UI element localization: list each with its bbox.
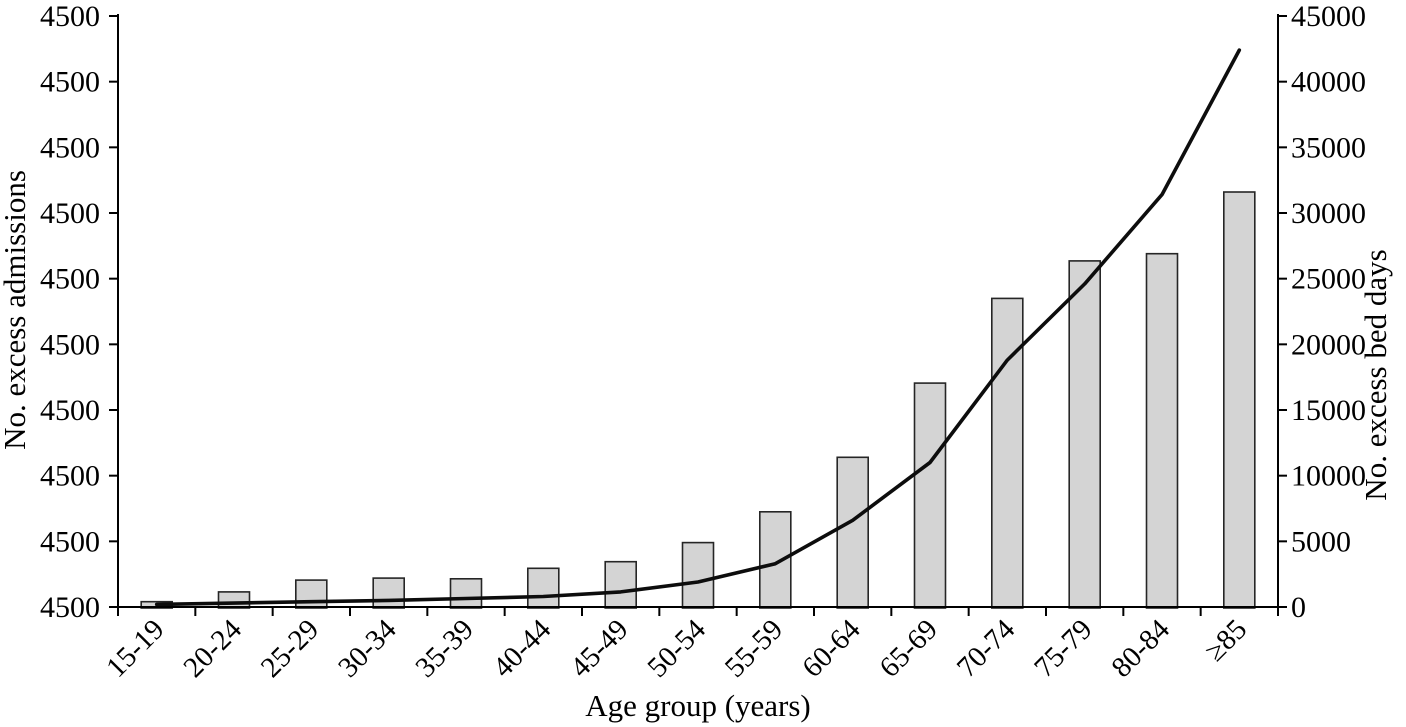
x-tick-label: 70-74 (951, 613, 1022, 684)
x-tick-label: 65-69 (873, 613, 943, 683)
x-tick-label: 15-19 (100, 613, 170, 683)
left-tick-label: 4500 (40, 263, 100, 296)
axes-group (109, 14, 1287, 616)
x-tick-label: 50-54 (641, 613, 712, 684)
right-tick-label: 45000 (1291, 0, 1366, 33)
right-tick-label: 25000 (1291, 263, 1366, 296)
x-tick-label: 80-84 (1105, 613, 1176, 684)
bar-35-39 (449, 577, 483, 609)
x-tick-label: 40-44 (487, 613, 558, 684)
bar-45-49 (604, 560, 638, 609)
bar-20-24 (217, 591, 251, 609)
x-tick-label: ≥85 (1199, 613, 1253, 667)
bar-40-44 (526, 567, 560, 609)
left-tick-label: 4500 (40, 328, 100, 361)
left-tick-label: 4500 (40, 131, 100, 164)
x-axis-title: Age group (years) (585, 688, 811, 723)
left-tick-label: 4500 (40, 66, 100, 99)
right-tick-label: 0 (1291, 591, 1306, 624)
left-tick-label: 4500 (40, 591, 100, 624)
x-tick-label: 45-49 (564, 613, 634, 683)
bar-80-84 (1145, 252, 1179, 609)
x-tick-label: 75-79 (1028, 613, 1098, 683)
x-tick-label: 20-24 (177, 613, 248, 684)
bar-55-59 (758, 510, 792, 609)
right-tick-label: 40000 (1291, 66, 1366, 99)
x-tick-label: 35-39 (409, 613, 479, 683)
x-tick-label: 25-29 (255, 613, 325, 683)
bar-70-74 (990, 297, 1024, 609)
left-tick-label: 4500 (40, 525, 100, 558)
right-tick-label: 30000 (1291, 197, 1366, 230)
right-tick-label: 5000 (1291, 525, 1351, 558)
right-tick-label: 10000 (1291, 460, 1366, 493)
right-tick-label: 20000 (1291, 328, 1366, 361)
left-tick-label: 4500 (40, 0, 100, 33)
bars-group (140, 191, 1256, 609)
right-tick-label: 15000 (1291, 394, 1366, 427)
bed-days-line (154, 48, 1242, 607)
bar-75-79 (1068, 260, 1101, 609)
bar-60-64 (836, 456, 870, 609)
left-tick-label: 4500 (40, 460, 100, 493)
bar-25-29 (294, 579, 328, 609)
left-axis-title: No. excess admissions (0, 170, 32, 450)
bar-30-34 (372, 577, 406, 609)
right-tick-label: 35000 (1291, 131, 1366, 164)
bar-65-69 (913, 382, 947, 609)
bar-50-54 (681, 541, 715, 609)
x-tick-label: 55-59 (719, 613, 789, 683)
left-tick-label: 4500 (40, 197, 100, 230)
x-tick-label: 60-64 (796, 613, 867, 684)
right-axis-title: No. excess bed days (1358, 249, 1393, 500)
bar-≥85 (1223, 191, 1256, 609)
left-tick-label: 4500 (40, 394, 100, 427)
bed-days-line-group (154, 48, 1242, 607)
x-tick-label: 30-34 (332, 613, 403, 684)
